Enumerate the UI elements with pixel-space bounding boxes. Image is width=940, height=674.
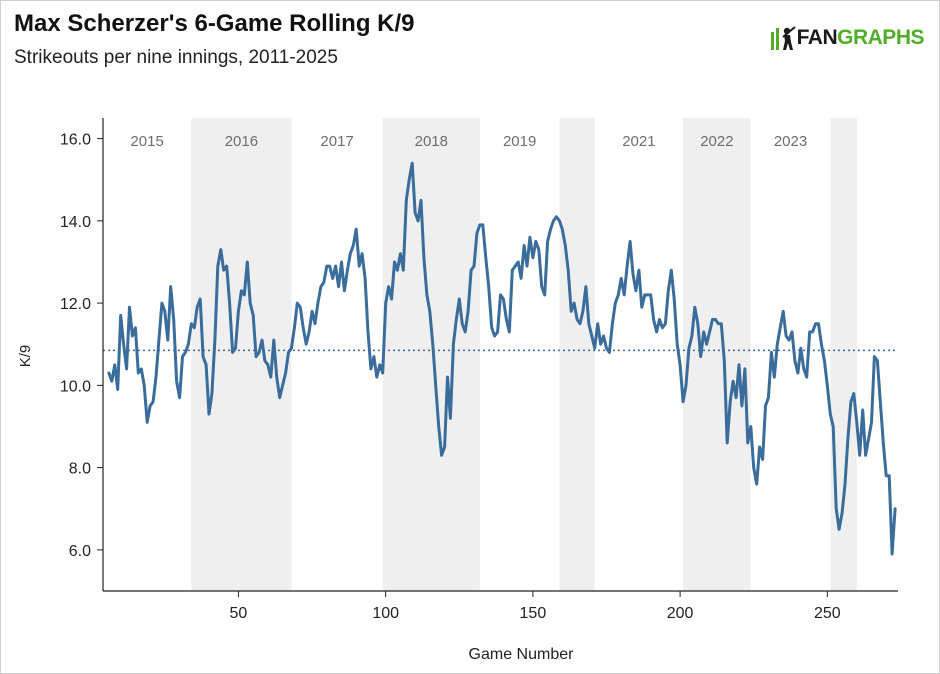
y-tick-label: 6.0 xyxy=(69,543,91,560)
axes xyxy=(102,118,898,592)
logo-text-fan: FAN xyxy=(796,26,838,49)
season-label: 2015 xyxy=(130,133,163,150)
x-tick-label: 50 xyxy=(230,605,248,622)
x-tick-label: 150 xyxy=(520,605,547,622)
batter-icon xyxy=(770,26,796,50)
y-tick-label: 12.0 xyxy=(60,296,91,313)
season-label: 2018 xyxy=(415,133,448,150)
x-axis-title: Game Number xyxy=(469,646,575,663)
season-band-shaded xyxy=(382,118,480,591)
tick-labels: 6.0 8.0 10.0 12.0 14.0 16.0 50 100 150 200 250 xyxy=(60,132,841,622)
logo-text-graphs: GRAPHS xyxy=(837,26,924,49)
y-tick-label: 8.0 xyxy=(69,461,91,478)
season-band-shaded xyxy=(683,118,751,591)
season-band-shaded xyxy=(559,118,595,591)
season-bands xyxy=(191,118,857,591)
fangraphs-logo: FAN GRAPHS xyxy=(770,26,924,50)
y-tick-label: 16.0 xyxy=(60,132,91,149)
x-tick-label: 250 xyxy=(814,605,841,622)
season-label: 2017 xyxy=(320,133,353,150)
x-tick-label: 200 xyxy=(667,605,694,622)
y-tick-label: 10.0 xyxy=(60,378,91,395)
season-label: 2019 xyxy=(503,133,536,150)
season-label: 2022 xyxy=(700,133,733,150)
season-label: 2021 xyxy=(622,133,655,150)
y-tick-label: 14.0 xyxy=(60,214,91,231)
y-axis-title: K/9 xyxy=(17,345,34,368)
season-label: 2023 xyxy=(774,133,807,150)
season-label: 2016 xyxy=(225,133,258,150)
season-labels: 2015 2016 2017 2018 2019 2021 2022 2023 xyxy=(130,133,807,150)
series-layer xyxy=(107,161,897,556)
chart-title: Max Scherzer's 6-Game Rolling K/9 xyxy=(14,10,415,37)
x-tick-label: 100 xyxy=(372,605,399,622)
season-band-shaded xyxy=(830,118,857,591)
series-line-rolling-k9 xyxy=(107,161,897,556)
chart-subtitle: Strikeouts per nine innings, 2011-2025 xyxy=(14,47,338,68)
